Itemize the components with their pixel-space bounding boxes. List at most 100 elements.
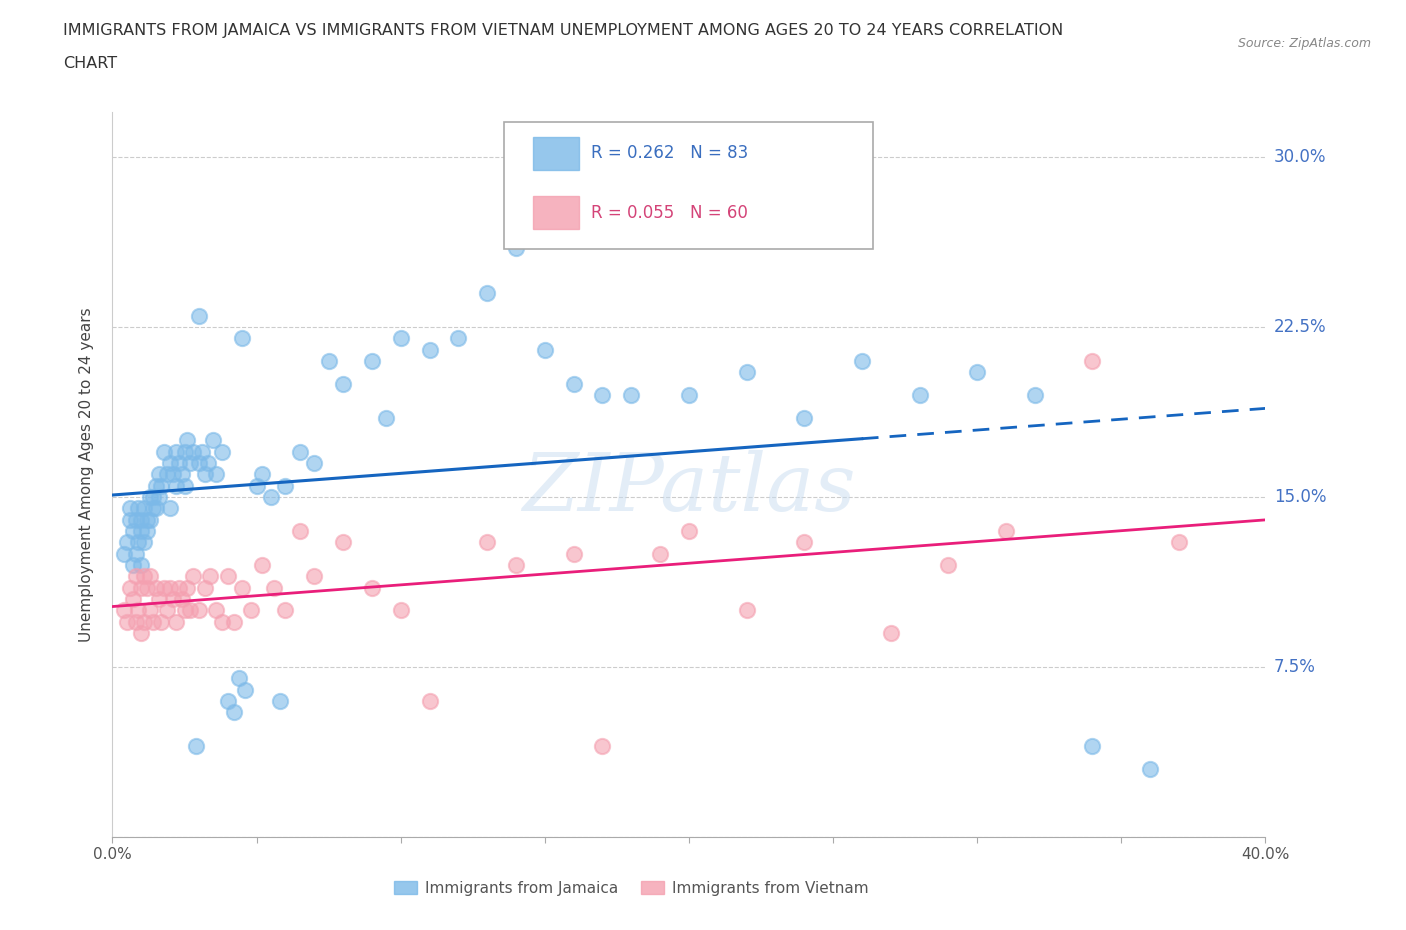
Point <box>678 524 700 538</box>
Point <box>908 388 931 403</box>
Point <box>159 456 181 471</box>
Point <box>112 603 135 618</box>
Point <box>165 445 187 459</box>
Y-axis label: Unemployment Among Ages 20 to 24 years: Unemployment Among Ages 20 to 24 years <box>79 307 94 642</box>
Point <box>181 445 204 459</box>
Point <box>231 331 253 346</box>
Point <box>246 478 269 493</box>
Point <box>269 694 291 709</box>
Point <box>124 614 146 629</box>
Point <box>139 569 162 584</box>
Point <box>148 489 170 504</box>
Point <box>115 614 138 629</box>
Point <box>150 614 173 629</box>
Point <box>127 603 149 618</box>
Point <box>179 456 201 471</box>
Point <box>127 501 149 516</box>
Point <box>228 671 250 685</box>
Point <box>173 603 195 618</box>
Point <box>419 694 441 709</box>
Point <box>1139 762 1161 777</box>
Point <box>505 558 527 573</box>
Point <box>145 580 167 595</box>
Point <box>1081 738 1104 753</box>
Text: 22.5%: 22.5% <box>1274 318 1326 336</box>
Point <box>678 388 700 403</box>
Text: Source: ZipAtlas.com: Source: ZipAtlas.com <box>1237 37 1371 50</box>
Bar <box>533 137 579 169</box>
Point <box>156 603 179 618</box>
Point <box>332 376 354 391</box>
Point <box>162 591 184 606</box>
Bar <box>533 196 579 229</box>
Point <box>127 535 149 550</box>
Point <box>252 467 274 482</box>
Point <box>263 580 285 595</box>
Text: R = 0.055   N = 60: R = 0.055 N = 60 <box>591 204 748 221</box>
Point <box>304 569 326 584</box>
Point <box>167 580 190 595</box>
Point <box>332 535 354 550</box>
Text: 7.5%: 7.5% <box>1274 658 1316 676</box>
Point <box>735 365 758 379</box>
Point <box>650 546 672 561</box>
Point <box>233 683 256 698</box>
Point <box>288 445 311 459</box>
Point <box>176 580 198 595</box>
Point <box>170 591 193 606</box>
Point <box>118 501 141 516</box>
Point <box>274 478 297 493</box>
Point <box>793 535 815 550</box>
Point <box>173 445 195 459</box>
Point <box>880 626 903 641</box>
Point <box>194 580 217 595</box>
Point <box>112 546 135 561</box>
Point <box>194 467 217 482</box>
Point <box>167 456 190 471</box>
Point <box>260 489 283 504</box>
Point <box>360 353 382 368</box>
Point <box>419 342 441 357</box>
Point <box>129 524 153 538</box>
Point <box>159 580 181 595</box>
Point <box>211 614 233 629</box>
Point <box>181 569 204 584</box>
Point <box>1081 353 1104 368</box>
Point <box>134 535 156 550</box>
Point <box>231 580 253 595</box>
Point <box>134 569 156 584</box>
Point <box>142 501 165 516</box>
Point <box>389 331 412 346</box>
Point <box>145 501 167 516</box>
Point <box>188 603 211 618</box>
Text: 15.0%: 15.0% <box>1274 488 1326 506</box>
Point <box>222 614 245 629</box>
Point <box>239 603 262 618</box>
Text: 30.0%: 30.0% <box>1274 148 1326 166</box>
Point <box>118 580 141 595</box>
Point <box>170 467 193 482</box>
Point <box>129 626 153 641</box>
Point <box>447 331 470 346</box>
Point <box>153 445 176 459</box>
Point <box>202 432 225 447</box>
Point <box>129 558 153 573</box>
Text: IMMIGRANTS FROM JAMAICA VS IMMIGRANTS FROM VIETNAM UNEMPLOYMENT AMONG AGES 20 TO: IMMIGRANTS FROM JAMAICA VS IMMIGRANTS FR… <box>63 23 1063 38</box>
Point <box>936 558 959 573</box>
Point <box>124 512 146 527</box>
Point <box>851 353 873 368</box>
Point <box>995 524 1018 538</box>
Point <box>375 410 398 425</box>
Point <box>1167 535 1189 550</box>
Point <box>252 558 274 573</box>
Point <box>121 558 143 573</box>
Point <box>197 456 219 471</box>
Text: ZIPatlas: ZIPatlas <box>522 450 856 527</box>
Point <box>318 353 340 368</box>
Point <box>222 705 245 720</box>
Point <box>475 535 499 550</box>
Point <box>217 694 239 709</box>
Point <box>165 614 187 629</box>
Point <box>184 738 207 753</box>
Point <box>159 501 181 516</box>
